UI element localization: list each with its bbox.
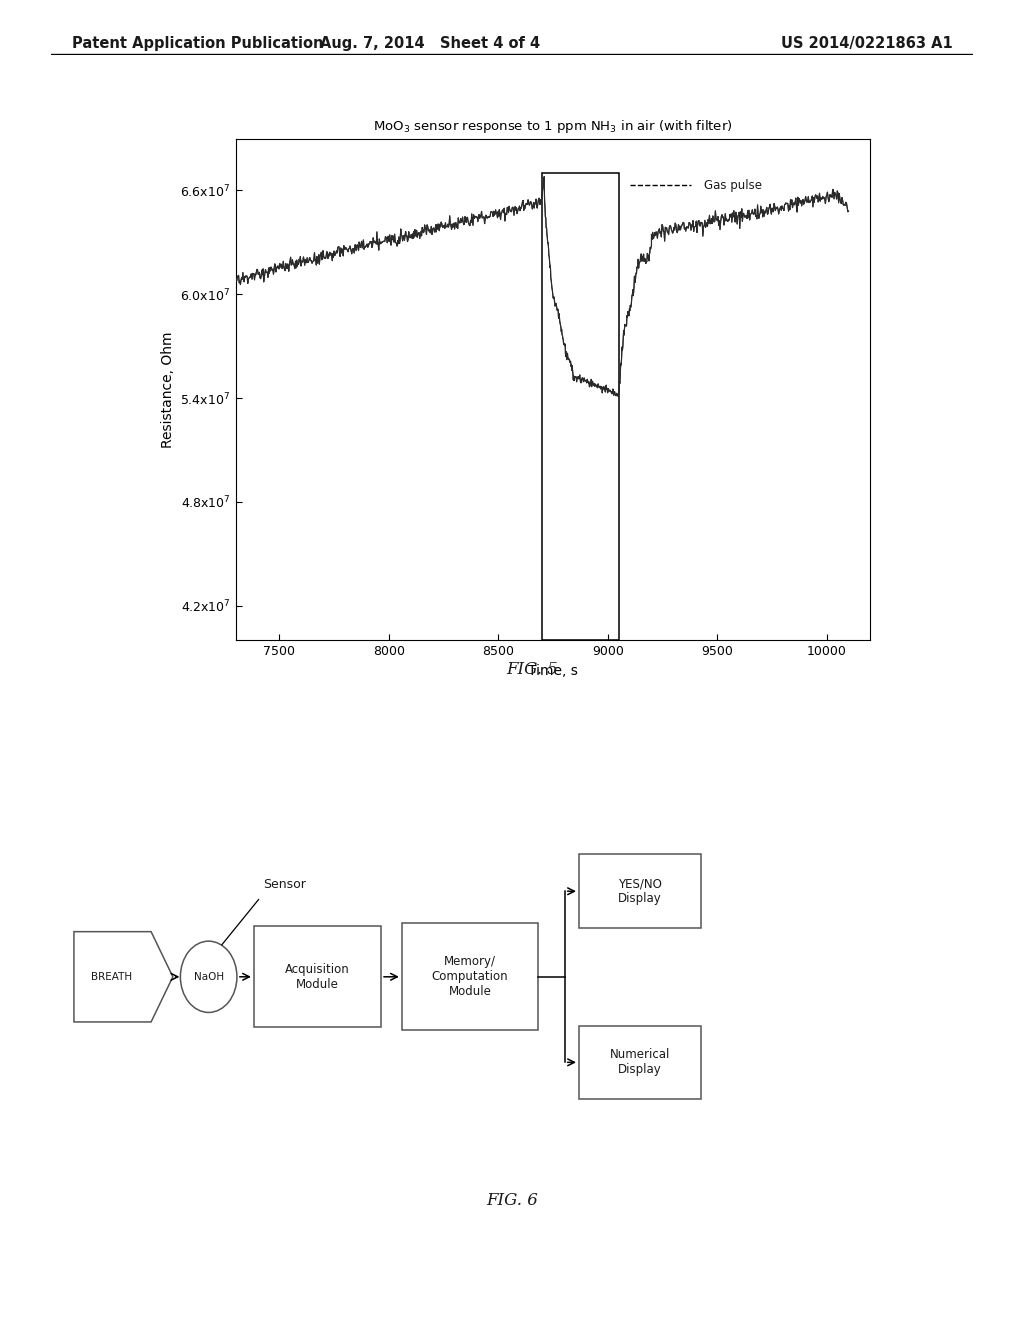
Bar (579, 1026, 701, 1100)
Bar (401, 924, 539, 1030)
Text: FIG. 6: FIG. 6 (486, 1192, 538, 1209)
Text: Numerical
Display: Numerical Display (610, 1048, 671, 1076)
Text: US 2014/0221863 A1: US 2014/0221863 A1 (780, 36, 952, 51)
Text: Memory/
Computation
Module: Memory/ Computation Module (432, 956, 508, 998)
Title: MoO$_3$ sensor response to 1 ppm NH$_3$ in air (with filter): MoO$_3$ sensor response to 1 ppm NH$_3$ … (373, 119, 733, 135)
Bar (254, 927, 381, 1027)
Polygon shape (74, 932, 173, 1022)
Bar (542, 173, 618, 640)
Text: Gas pulse: Gas pulse (705, 178, 762, 191)
Bar (579, 854, 701, 928)
Text: Patent Application Publication: Patent Application Publication (72, 36, 324, 51)
Circle shape (180, 941, 237, 1012)
Text: FIG. 5: FIG. 5 (507, 661, 558, 677)
Text: BREATH: BREATH (91, 972, 132, 982)
Text: YES/NO
Display: YES/NO Display (618, 878, 663, 906)
Text: NaOH: NaOH (194, 972, 223, 982)
Text: Sensor: Sensor (263, 878, 306, 891)
Y-axis label: Resistance, Ohm: Resistance, Ohm (161, 331, 175, 447)
Text: Aug. 7, 2014   Sheet 4 of 4: Aug. 7, 2014 Sheet 4 of 4 (321, 36, 540, 51)
Text: Acquisition
Module: Acquisition Module (285, 962, 350, 991)
X-axis label: Time, s: Time, s (528, 664, 578, 677)
